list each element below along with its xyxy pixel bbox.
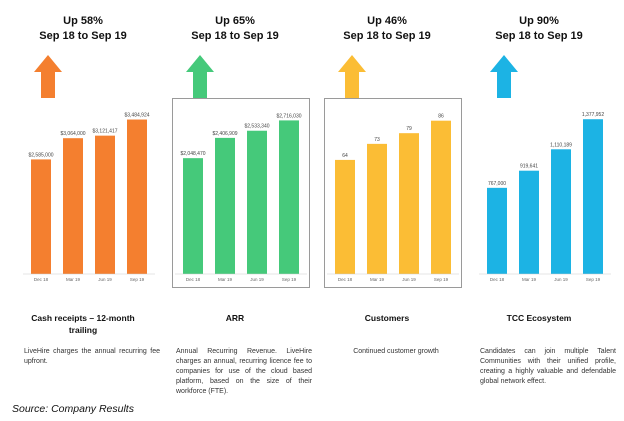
- chart-description: Candidates can join multiple Talent Comm…: [480, 348, 616, 385]
- caption-line-1: Cash receipts – 12-month: [31, 313, 135, 323]
- data-label: 1,110,189: [550, 142, 572, 148]
- chart-frame: [324, 98, 462, 288]
- period-label: Sep 18 to Sep 19: [191, 30, 279, 42]
- data-label: 79: [406, 126, 412, 132]
- x-tick-label: Mar 19: [218, 277, 233, 282]
- bar: [183, 158, 203, 274]
- caption-line-1: ARR: [225, 313, 245, 323]
- x-tick-label: Sep 19: [130, 277, 145, 282]
- bar: [215, 137, 235, 274]
- period-label: Sep 18 to Sep 19: [495, 30, 583, 42]
- caption-line-1: Customers: [364, 313, 410, 323]
- bar-chart: 64 Dec 18 73 Mar 19 79 Jun 19 86 Sep 19: [327, 114, 459, 282]
- x-tick-label: Mar 19: [370, 277, 385, 282]
- arrow-shape: [34, 55, 62, 98]
- x-tick-label: Jun 19: [250, 277, 264, 282]
- panel-cash-receipts: Up 58% Sep 18 to Sep 19 $2,585,000 Dec 18…: [8, 0, 160, 421]
- headline: Up 46% Sep 18 to Sep 19: [312, 14, 462, 44]
- panel-tcc-ecosystem: Up 90% Sep 18 to Sep 19 767,000 Dec 18 919…: [464, 0, 616, 421]
- bar: [487, 187, 507, 274]
- growth-label: Up 46%: [367, 15, 407, 27]
- x-tick-label: Dec 18: [338, 277, 353, 282]
- chart-description: Annual Recurring Revenue. LiveHire charg…: [176, 348, 312, 395]
- bar: [583, 119, 603, 274]
- x-tick-label: Jun 19: [98, 277, 112, 282]
- up-arrow-icon: [338, 55, 366, 98]
- panel-customers: Up 46% Sep 18 to Sep 19 64 Dec 18 73 Mar 19…: [312, 0, 462, 421]
- x-tick-label: Mar 19: [66, 277, 81, 282]
- bar: [127, 119, 147, 274]
- chart-description: LiveHire charges the annual recurring fe…: [24, 348, 160, 365]
- x-tick-label: Mar 19: [522, 277, 537, 282]
- up-arrow-icon: [186, 55, 214, 98]
- data-label: $2,048,470: [180, 151, 205, 157]
- data-label: $3,121,417: [92, 129, 117, 135]
- data-label: $3,484,924: [124, 113, 149, 119]
- bar: [551, 149, 571, 274]
- growth-label: Up 65%: [215, 15, 255, 27]
- x-tick-label: Dec 18: [490, 277, 505, 282]
- bar: [31, 159, 51, 274]
- chart-caption: Cash receipts – 12-month trailing: [8, 312, 158, 336]
- arrow-shape: [490, 55, 518, 98]
- data-label: 86: [438, 114, 444, 120]
- arrow-shape: [186, 55, 214, 98]
- bar: [247, 130, 267, 274]
- chart-frame: [172, 98, 310, 288]
- data-label: $2,585,000: [28, 152, 53, 158]
- bar: [95, 135, 115, 274]
- source-note: Source: Company Results: [12, 403, 134, 415]
- bar-chart: $2,048,470 Dec 18 $2,406,909 Mar 19 $2,533,3…: [175, 113, 307, 282]
- bar-chart: 767,000 Dec 18 919,641 Mar 19 1,110,189 Jun 1…: [479, 112, 611, 282]
- data-label: 919,641: [520, 164, 538, 170]
- bar: [279, 120, 299, 274]
- chart-caption: ARR: [160, 312, 310, 324]
- data-label: $3,064,000: [60, 131, 85, 137]
- growth-label: Up 58%: [63, 15, 103, 27]
- headline: Up 90% Sep 18 to Sep 19: [464, 14, 614, 44]
- caption-line-2: trailing: [68, 325, 98, 335]
- data-label: 1,377,952: [582, 112, 604, 118]
- period-label: Sep 18 to Sep 19: [343, 30, 431, 42]
- chart-description: Continued customer growth: [353, 348, 439, 355]
- bar: [63, 138, 83, 274]
- headline: Up 58% Sep 18 to Sep 19: [8, 14, 158, 44]
- bar: [399, 133, 419, 274]
- data-label: 767,000: [488, 181, 506, 187]
- up-arrow-icon: [490, 55, 518, 98]
- bar: [519, 170, 539, 274]
- up-arrow-icon: [34, 55, 62, 98]
- x-tick-label: Dec 18: [34, 277, 49, 282]
- bar: [335, 159, 355, 274]
- x-tick-label: Sep 19: [586, 277, 601, 282]
- period-label: Sep 18 to Sep 19: [39, 30, 127, 42]
- data-label: 64: [342, 153, 348, 159]
- data-label: $2,406,909: [212, 131, 237, 137]
- x-tick-label: Sep 19: [282, 277, 297, 282]
- x-tick-label: Dec 18: [186, 277, 201, 282]
- x-tick-label: Jun 19: [402, 277, 416, 282]
- arrow-shape: [338, 55, 366, 98]
- data-label: $2,716,030: [276, 113, 301, 119]
- chart-caption: Customers: [312, 312, 462, 324]
- bar-chart: $2,585,000 Dec 18 $3,064,000 Mar 19 $3,121,4…: [23, 113, 155, 282]
- data-label: $2,533,340: [244, 124, 269, 130]
- caption-line-1: TCC Ecosystem: [506, 313, 572, 323]
- headline: Up 65% Sep 18 to Sep 19: [160, 14, 310, 44]
- panel-arr: Up 65% Sep 18 to Sep 19 $2,048,470 Dec 18…: [160, 0, 312, 421]
- growth-label: Up 90%: [519, 15, 559, 27]
- x-tick-label: Sep 19: [434, 277, 449, 282]
- data-label: 73: [374, 137, 380, 143]
- x-tick-label: Jun 19: [554, 277, 568, 282]
- bar: [431, 120, 451, 274]
- bar: [367, 143, 387, 274]
- chart-caption: TCC Ecosystem: [464, 312, 614, 324]
